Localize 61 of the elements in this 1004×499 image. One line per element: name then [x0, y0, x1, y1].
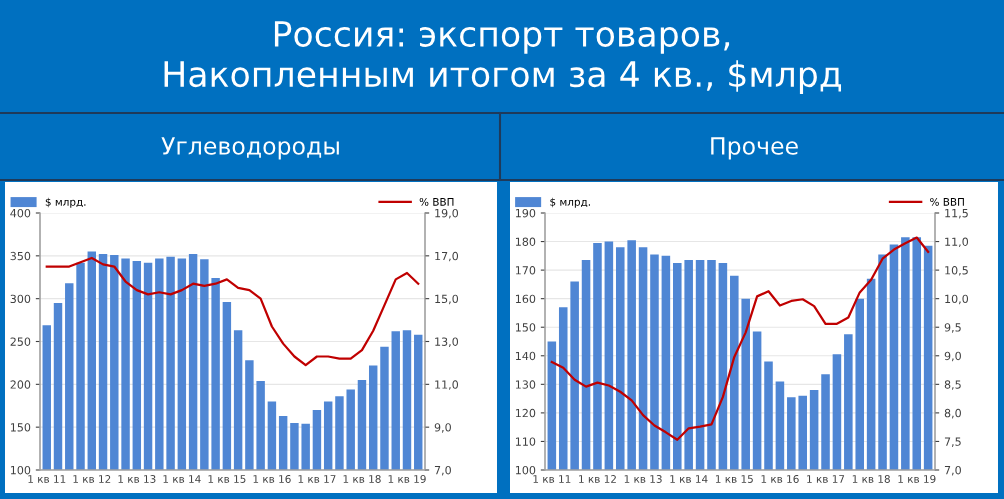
x-tick-label: 1 кв 18	[852, 475, 890, 483]
y2-tick-label: 13,0	[435, 337, 459, 348]
y2-tick-label: 17,0	[435, 251, 459, 262]
y2-tick-label: 11,0	[945, 237, 969, 248]
x-tick-label: 1 кв 17	[298, 475, 336, 483]
y2-tick-label: 7,5	[944, 437, 961, 447]
x-tick-label: 1 кв 19	[388, 475, 426, 483]
y2-tick-label: 7,0	[434, 465, 451, 476]
y-tick-label: 190	[515, 208, 536, 218]
y-tick-label: 110	[515, 437, 536, 446]
y-tick-label: 150	[10, 423, 31, 432]
y-tick-label: 300	[10, 294, 31, 304]
y2-tick-label: 8,5	[944, 380, 961, 390]
legend-label: % ВВП	[419, 197, 454, 206]
x-tick-label: 1 кв 12	[579, 475, 616, 483]
y-tick-label: 160	[515, 294, 536, 304]
x-tick-label: 1 кв 15	[715, 475, 753, 483]
y2-tick-label: 11,0	[435, 380, 459, 390]
x-tick-label: 1 кв 17	[807, 475, 845, 483]
legend-label: $ млрд.	[45, 197, 86, 208]
line-series	[550, 236, 930, 441]
x-tick-label: 1 кв 11	[28, 475, 66, 483]
x-tick-label: 1 кв 16	[761, 475, 799, 483]
y2-tick-label: 10,5	[945, 266, 968, 276]
x-tick-label: 1 кв 13	[624, 475, 662, 483]
y-tick-label: 350	[10, 251, 31, 261]
chart-subtitle: Углеводороды	[161, 137, 339, 160]
x-tick-label: 1 кв 15	[208, 475, 246, 483]
y-tick-label: 200	[10, 380, 31, 389]
y2-tick-label: 9,0	[944, 351, 961, 362]
y-tick-label: 250	[10, 337, 31, 346]
x-tick-label: 1 кв 18	[343, 475, 381, 483]
y2-tick-label: 10,0	[945, 294, 969, 305]
y-tick-label: 150	[515, 323, 536, 332]
x-tick-label: 1 кв 12	[73, 475, 111, 483]
y2-tick-label: 11,5	[945, 209, 968, 219]
x-tick-label: 1 кв 14	[670, 475, 708, 483]
y2-tick-label: 8,0	[944, 408, 961, 419]
y-tick-label: 180	[515, 237, 536, 246]
y-tick-label: 100	[10, 465, 31, 475]
y-tick-label: 130	[515, 380, 536, 389]
y-tick-label: 100	[515, 465, 536, 475]
legend-label: % ВВП	[930, 197, 964, 206]
y2-tick-label: 9,5	[944, 323, 961, 333]
y-tick-label: 400	[10, 208, 31, 218]
chart-subtitle: Прочее	[711, 137, 798, 160]
x-tick-label: 1 кв 14	[163, 475, 201, 483]
line-series	[45, 256, 420, 367]
y-tick-label: 170	[515, 266, 536, 275]
x-tick-label: 1 кв 19	[898, 475, 936, 483]
x-tick-label: 1 кв 11	[533, 475, 571, 483]
y2-tick-label: 7,0	[944, 465, 961, 476]
x-tick-label: 1 кв 13	[118, 475, 156, 483]
y2-tick-label: 9,0	[434, 423, 451, 433]
text: Россия: экспорт товаров, Накопленным итогом за 4 кв., $млрд	[164, 21, 842, 94]
y-tick-label: 120	[515, 408, 536, 418]
y-tick-label: 140	[515, 351, 536, 361]
y2-tick-label: 15,0	[435, 294, 459, 305]
y2-tick-label: 19,0	[435, 208, 459, 219]
legend-label: $ млрд.	[550, 197, 590, 208]
x-tick-label: 1 кв 16	[253, 475, 291, 483]
